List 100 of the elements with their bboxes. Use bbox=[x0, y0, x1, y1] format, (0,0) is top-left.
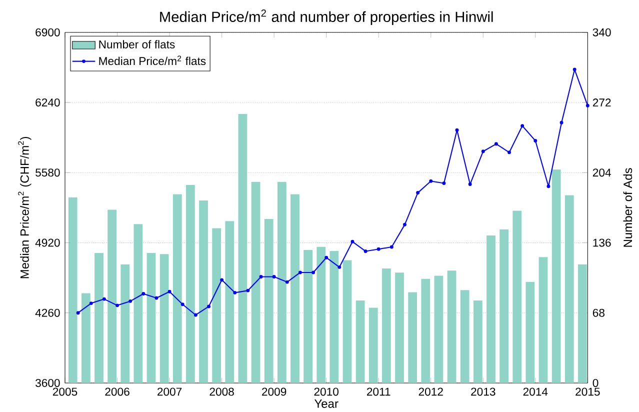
bar bbox=[134, 224, 143, 383]
x-tick-label: 2006 bbox=[105, 388, 130, 396]
point bbox=[520, 124, 524, 128]
point bbox=[403, 222, 406, 226]
bar bbox=[500, 229, 508, 383]
x-tick-label: 2013 bbox=[471, 388, 496, 396]
bar bbox=[108, 210, 116, 383]
y2-tick-label: 272 bbox=[592, 98, 611, 106]
bar bbox=[160, 254, 169, 383]
x-tick-label: 2007 bbox=[157, 388, 182, 396]
point bbox=[76, 311, 80, 315]
bar bbox=[552, 170, 561, 383]
point bbox=[194, 313, 198, 317]
bar bbox=[212, 228, 222, 383]
bar bbox=[172, 194, 182, 383]
y-tick-label: 5580 bbox=[36, 168, 60, 177]
point bbox=[102, 297, 106, 301]
y2-tick-label: 68 bbox=[592, 308, 604, 317]
bar bbox=[186, 184, 195, 383]
x-tick-label: 2009 bbox=[262, 388, 286, 396]
bar bbox=[199, 200, 208, 383]
point bbox=[338, 265, 342, 269]
point bbox=[508, 150, 512, 154]
bar bbox=[460, 290, 470, 383]
point bbox=[468, 182, 472, 186]
bar bbox=[94, 253, 104, 383]
bar bbox=[330, 250, 339, 383]
y-tick-label: 4260 bbox=[35, 308, 60, 317]
point bbox=[546, 184, 550, 188]
bar bbox=[512, 210, 522, 383]
x-tick-label: 2012 bbox=[418, 388, 443, 396]
point bbox=[89, 302, 93, 306]
y2-tick-label: 204 bbox=[592, 168, 611, 177]
x-axis-title: Year bbox=[314, 400, 338, 408]
point bbox=[390, 245, 394, 249]
point bbox=[560, 120, 564, 124]
point bbox=[481, 150, 485, 154]
bar bbox=[408, 292, 418, 383]
bar bbox=[146, 253, 156, 383]
point bbox=[350, 240, 354, 244]
point bbox=[128, 299, 132, 303]
y-tick-label: 6240 bbox=[36, 98, 60, 106]
point bbox=[298, 270, 302, 274]
bar bbox=[225, 221, 234, 383]
point bbox=[324, 256, 328, 260]
point bbox=[246, 288, 250, 292]
bar bbox=[251, 182, 260, 383]
point bbox=[142, 292, 146, 296]
point bbox=[220, 278, 224, 282]
bar bbox=[395, 272, 404, 383]
point bbox=[180, 302, 184, 306]
bar bbox=[120, 264, 130, 383]
point bbox=[168, 290, 172, 294]
bar bbox=[264, 219, 274, 383]
bar bbox=[382, 268, 391, 383]
point bbox=[312, 270, 316, 274]
point bbox=[429, 179, 433, 183]
y-axis-title: Median Price/m$^{2}$ (CHF/m$^{2}$) bbox=[18, 136, 32, 278]
point bbox=[154, 296, 158, 300]
x-tick-label: 2005 bbox=[52, 388, 78, 396]
point bbox=[494, 142, 498, 146]
bar bbox=[538, 257, 548, 383]
bar bbox=[447, 270, 456, 383]
y2-tick-label: 340 bbox=[592, 28, 611, 36]
y-tick-label: 3600 bbox=[36, 378, 60, 388]
point bbox=[364, 250, 368, 253]
y-tick-label: 6900 bbox=[36, 28, 60, 36]
point bbox=[207, 304, 210, 308]
bar bbox=[304, 250, 312, 383]
bar bbox=[81, 293, 90, 383]
bar bbox=[473, 300, 482, 383]
point bbox=[259, 275, 263, 278]
x-tick-label: 2011 bbox=[366, 388, 390, 396]
bar bbox=[578, 264, 587, 383]
bar bbox=[68, 197, 78, 383]
bar bbox=[526, 282, 535, 383]
point bbox=[586, 104, 590, 108]
x-tick-label: 2015 bbox=[576, 388, 600, 396]
bar bbox=[421, 278, 430, 383]
x-tick-label: 2010 bbox=[314, 388, 338, 396]
legend-label: Number of flats bbox=[99, 40, 175, 48]
bar bbox=[486, 236, 496, 383]
point bbox=[272, 275, 276, 278]
bar bbox=[290, 194, 300, 383]
bar bbox=[316, 246, 326, 383]
legend-label: Median Price/m$^{2}$ flats bbox=[99, 56, 206, 66]
bar bbox=[277, 182, 286, 383]
point bbox=[285, 280, 289, 284]
point bbox=[534, 138, 538, 142]
bar bbox=[564, 195, 574, 383]
point bbox=[416, 191, 420, 195]
x-tick-label: 2008 bbox=[210, 388, 234, 396]
point bbox=[455, 128, 459, 132]
x-tick-label: 2014 bbox=[523, 388, 548, 396]
point bbox=[572, 68, 576, 72]
y2-axis-title: Number of Ads bbox=[623, 168, 632, 247]
y-tick-label: 4920 bbox=[35, 238, 60, 247]
bar bbox=[368, 308, 378, 383]
bar bbox=[434, 276, 444, 383]
chart-title: Median Price/m$^{2}$ and number of properties in Hinwil bbox=[160, 9, 493, 25]
